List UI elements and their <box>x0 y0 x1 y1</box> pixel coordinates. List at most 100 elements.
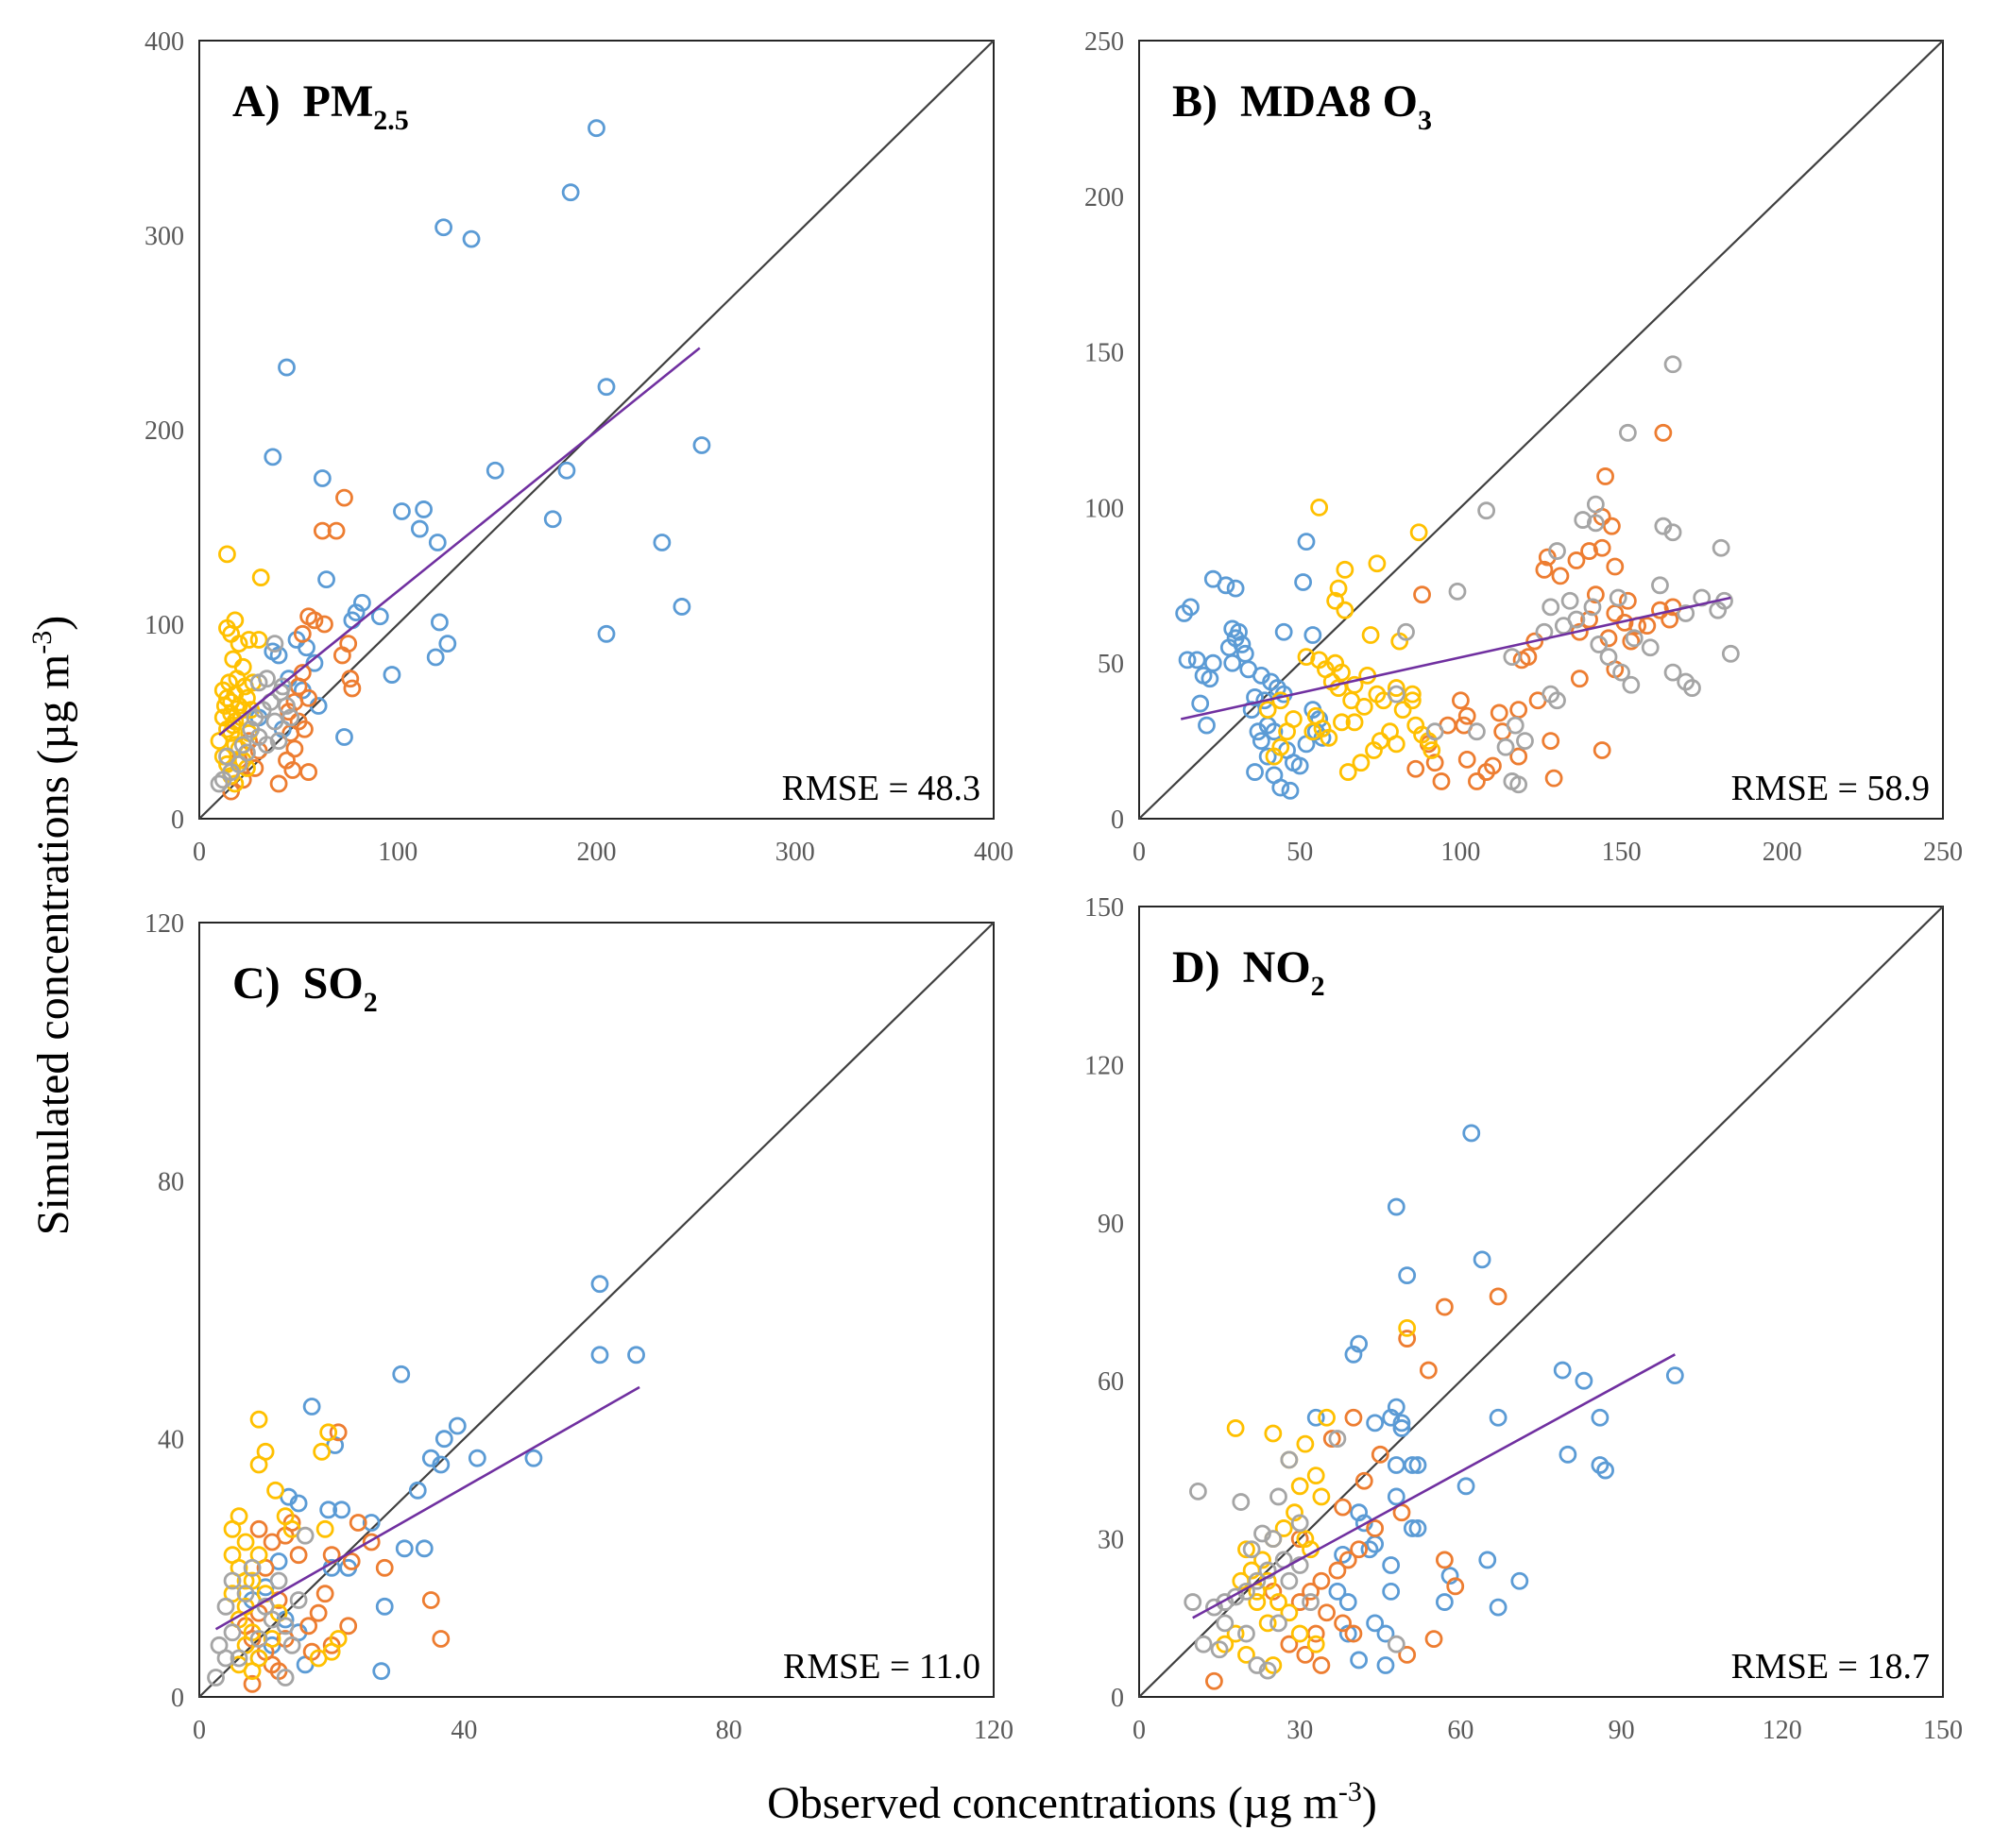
panel-c-yellow-point-20 <box>223 1546 242 1565</box>
panel-c-gray-point-6 <box>236 1585 255 1603</box>
panel-b-yellow-point-46 <box>1387 735 1405 754</box>
panel-c-yellow-point-4 <box>249 1455 268 1474</box>
panel-b-yellow-point-7 <box>1361 626 1380 644</box>
panel-b-blue-point-47 <box>1281 781 1300 800</box>
panel-b-gray-point-20 <box>1641 638 1660 657</box>
panel-d-yellow-point-29 <box>1306 1635 1325 1653</box>
panel-b-orange-point-0 <box>1654 423 1673 442</box>
panel-b-gray-point-7 <box>1477 501 1496 520</box>
panel-d-gray-point-15 <box>1205 1598 1223 1617</box>
panel-d-gray-point-23 <box>1280 1571 1299 1590</box>
panel-a-yellow-point-0 <box>218 545 236 564</box>
panel-d-orange-point-21 <box>1280 1635 1299 1653</box>
panel-b-orange-point-7 <box>1606 557 1625 576</box>
panel-b-orange-point-12 <box>1651 601 1669 619</box>
panel-d-blue-point-43 <box>1382 1583 1401 1601</box>
panel-b-orange-point-5 <box>1580 542 1598 560</box>
panel-d-blue-point-17 <box>1559 1445 1577 1464</box>
panel-d-yellow-point-26 <box>1248 1593 1267 1611</box>
panel-c-orange-point-4 <box>349 1514 367 1532</box>
panel-b-gray-point-42 <box>1397 622 1415 641</box>
panel-c-orange-point-17 <box>263 1533 281 1551</box>
panel-b-orange-point-38 <box>1432 772 1451 790</box>
x-axis-title-main: Observed concentrations (µg m <box>767 1778 1338 1828</box>
panel-d-y-tick-2: 60 <box>1098 1367 1124 1397</box>
panel-d-gray-point-18 <box>1210 1640 1229 1659</box>
panel-c-blue-point-10 <box>524 1449 543 1467</box>
panel-d-orange-point-26 <box>1446 1577 1465 1596</box>
panel-b-yellow-point-44 <box>1303 722 1322 741</box>
panel-d-orange-point-12 <box>1338 1551 1357 1569</box>
panel-c-y-tick-1: 40 <box>158 1426 184 1455</box>
panel-b-y-tick-4: 200 <box>1084 183 1124 212</box>
y-axis-title-main: Simulated concentrations (µg m <box>28 654 78 1236</box>
panel-b-yellow-point-6 <box>1336 601 1354 619</box>
panel-a-yellow-point-6 <box>240 631 258 649</box>
panel-b-orange-point-10 <box>1606 604 1625 622</box>
panel-d-orange-point-10 <box>1366 1519 1385 1537</box>
panel-b-orange-point-26 <box>1570 670 1589 688</box>
panel-d-blue-point-27 <box>1354 1514 1373 1533</box>
panel-c-blue-point-6 <box>434 1430 453 1449</box>
panel-d-yellow-point-1 <box>1226 1419 1245 1437</box>
panel-b-gray-point-24 <box>1622 675 1641 694</box>
panel-d-yellow-point-9 <box>1286 1503 1303 1522</box>
panel-b-y-tick-0: 0 <box>1111 805 1124 835</box>
panel-d-blue-point-39 <box>1338 1624 1357 1643</box>
panel-d-gray-point-22 <box>1269 1614 1287 1633</box>
panel-b-title-sub: 3 <box>1418 105 1432 136</box>
panel-b-title: B) MDA8 O3 <box>1172 76 1432 136</box>
panel-d-blue-point-19 <box>1596 1461 1614 1480</box>
y-axis-title: Simulated concentrations (µg m-3) <box>26 616 78 1236</box>
x-axis-title-sup: -3 <box>1338 1776 1362 1807</box>
panel-d-blue-point-15 <box>1591 1408 1610 1427</box>
panel-b-yellow-point-31 <box>1365 741 1383 759</box>
panel-b-yellow-point-37 <box>1284 710 1303 728</box>
panel-d-yellow-point-25 <box>1237 1645 1255 1664</box>
panel-c-blue-point-9 <box>468 1449 486 1467</box>
panel-d-x-tick-2: 60 <box>1447 1716 1473 1745</box>
panel-c-blue-point-12 <box>319 1500 338 1519</box>
panel-a-blue-point-6 <box>313 469 332 487</box>
panel-b-orange-point-24 <box>1622 632 1641 651</box>
panel-d-blue-point-32 <box>1478 1551 1497 1569</box>
panel-a-gray-point-11 <box>258 736 276 754</box>
panel-d-blue-point-42 <box>1382 1556 1401 1574</box>
panel-b-orange-point-3 <box>1567 551 1586 569</box>
panel-b-gray-point-6 <box>1586 514 1605 533</box>
panel-b-orange-point-4 <box>1602 517 1621 535</box>
panel-b-yellow-point-28 <box>1422 741 1441 759</box>
panel-a-x-tick-3: 300 <box>775 838 815 867</box>
panel-d-blue-point-2 <box>1473 1250 1491 1269</box>
panel-d-gray-point-24 <box>1290 1556 1309 1574</box>
panel-d-blue-point-34 <box>1440 1567 1459 1585</box>
panel-c-orange-point-5 <box>362 1533 381 1551</box>
panel-d-blue-point-44 <box>1328 1583 1347 1601</box>
panel-b-gray-point-27 <box>1683 679 1701 697</box>
panel-b-gray-point-9 <box>1712 538 1730 557</box>
panel-b-blue-point-6 <box>1294 573 1313 591</box>
panel-d-orange-point-17 <box>1318 1603 1336 1622</box>
panel-d-orange-point-30 <box>1205 1671 1223 1690</box>
panel-b-yellow-point-47 <box>1403 691 1422 710</box>
panel-d-x-tick-3: 90 <box>1609 1716 1635 1745</box>
panel-d-gray-point-17 <box>1194 1635 1213 1653</box>
panel-d-gray-point-4 <box>1269 1487 1287 1506</box>
x-axis-title: Observed concentrations (µg m-3) <box>767 1776 1377 1828</box>
panel-a-gray-point-17 <box>218 747 236 766</box>
panel-c-blue-point-8 <box>432 1455 451 1474</box>
panel-c-yellow-point-27 <box>315 1519 334 1538</box>
panel-c-gray-point-4 <box>207 1669 225 1687</box>
panel-b-gray-point-3 <box>1574 511 1593 529</box>
panel-d-orange-point-16 <box>1290 1593 1309 1611</box>
x-axis-title-close: ) <box>1362 1778 1377 1828</box>
panel-b-yellow-point-32 <box>1352 754 1371 772</box>
panel-b-gray-point-5 <box>1663 523 1682 542</box>
panel-b-x-tick-4: 200 <box>1763 838 1802 867</box>
panel-a-gray-point-15 <box>213 771 232 789</box>
panel-c-gray-point-12 <box>282 1636 301 1654</box>
panel-d-gray-point-5 <box>1290 1514 1309 1533</box>
panel-c-gray-point-16 <box>249 1630 268 1648</box>
panel-d-orange-point-11 <box>1350 1540 1369 1559</box>
